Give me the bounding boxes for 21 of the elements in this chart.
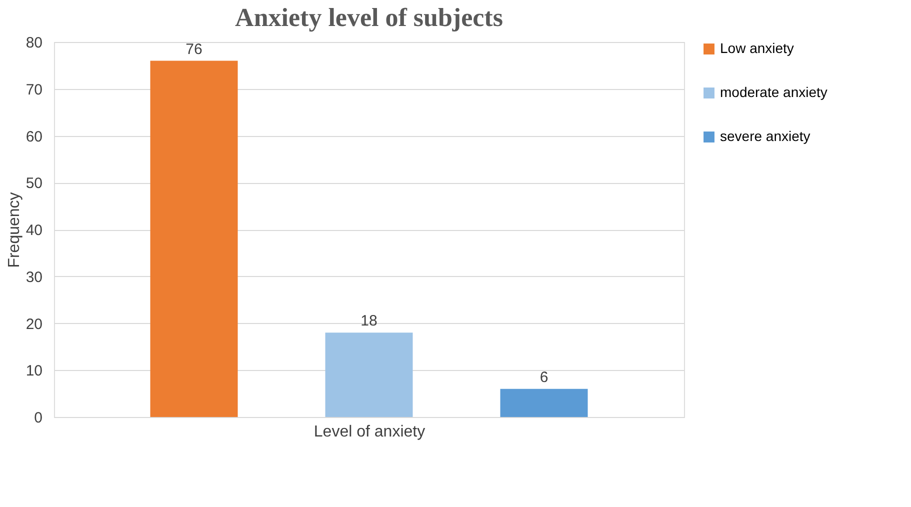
y-tick-label: 70 bbox=[26, 81, 42, 98]
y-tick-label: 80 bbox=[26, 34, 42, 52]
legend-label: moderate anxiety bbox=[720, 84, 828, 100]
bar bbox=[500, 388, 588, 417]
bar bbox=[325, 332, 413, 417]
data-label: 18 bbox=[360, 312, 378, 330]
bar bbox=[150, 60, 238, 417]
y-tick-label: 60 bbox=[26, 128, 42, 146]
y-tick-label: 10 bbox=[26, 362, 42, 380]
x-axis-title: Level of anxiety bbox=[314, 424, 426, 440]
y-axis-title: Frequency bbox=[6, 192, 23, 268]
y-tick-label: 50 bbox=[26, 175, 42, 192]
chart-title: Anxiety level of subjects bbox=[235, 3, 503, 32]
y-tick-label: 30 bbox=[26, 268, 42, 286]
y-tick-label: 20 bbox=[26, 316, 42, 333]
y-tick-label: 0 bbox=[34, 410, 42, 426]
legend-label: severe anxiety bbox=[720, 128, 810, 144]
data-label: 76 bbox=[186, 40, 202, 58]
y-tick-label: 40 bbox=[26, 222, 42, 239]
legend-label: Low anxiety bbox=[720, 40, 794, 56]
data-label: 6 bbox=[540, 368, 548, 386]
